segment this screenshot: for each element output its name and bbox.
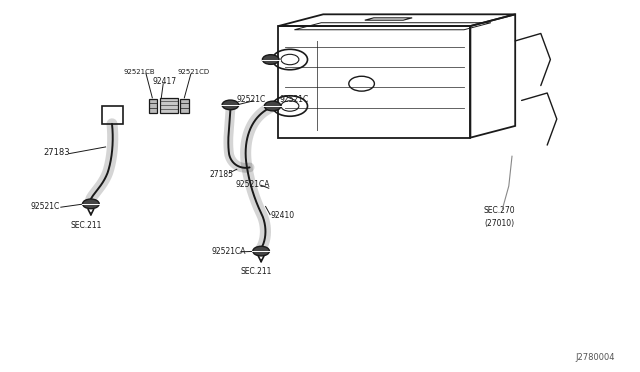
Text: SEC.211: SEC.211 — [241, 267, 272, 276]
Bar — [180, 99, 189, 113]
Text: 92417: 92417 — [152, 77, 177, 86]
Text: 27183: 27183 — [44, 148, 70, 157]
Circle shape — [262, 55, 279, 64]
Text: 92521CA: 92521CA — [211, 247, 246, 256]
Text: 27185: 27185 — [210, 170, 234, 179]
Text: SEC.270: SEC.270 — [483, 206, 515, 215]
Text: 92521C: 92521C — [280, 95, 309, 104]
Text: J2780004: J2780004 — [575, 353, 614, 362]
Text: 92521C: 92521C — [237, 95, 266, 104]
Text: 92521CB: 92521CB — [124, 69, 155, 75]
Circle shape — [264, 101, 281, 111]
Text: 92410: 92410 — [271, 211, 295, 220]
Text: 92521CA: 92521CA — [236, 180, 270, 189]
Text: SEC.211: SEC.211 — [70, 221, 102, 230]
Text: (27010): (27010) — [484, 219, 515, 228]
Text: 92521C: 92521C — [31, 202, 60, 211]
Bar — [102, 106, 123, 124]
Text: 92521CD: 92521CD — [177, 69, 209, 75]
Circle shape — [253, 246, 269, 256]
Circle shape — [83, 199, 99, 209]
Bar — [149, 99, 157, 113]
Bar — [160, 98, 178, 113]
Circle shape — [222, 100, 239, 110]
